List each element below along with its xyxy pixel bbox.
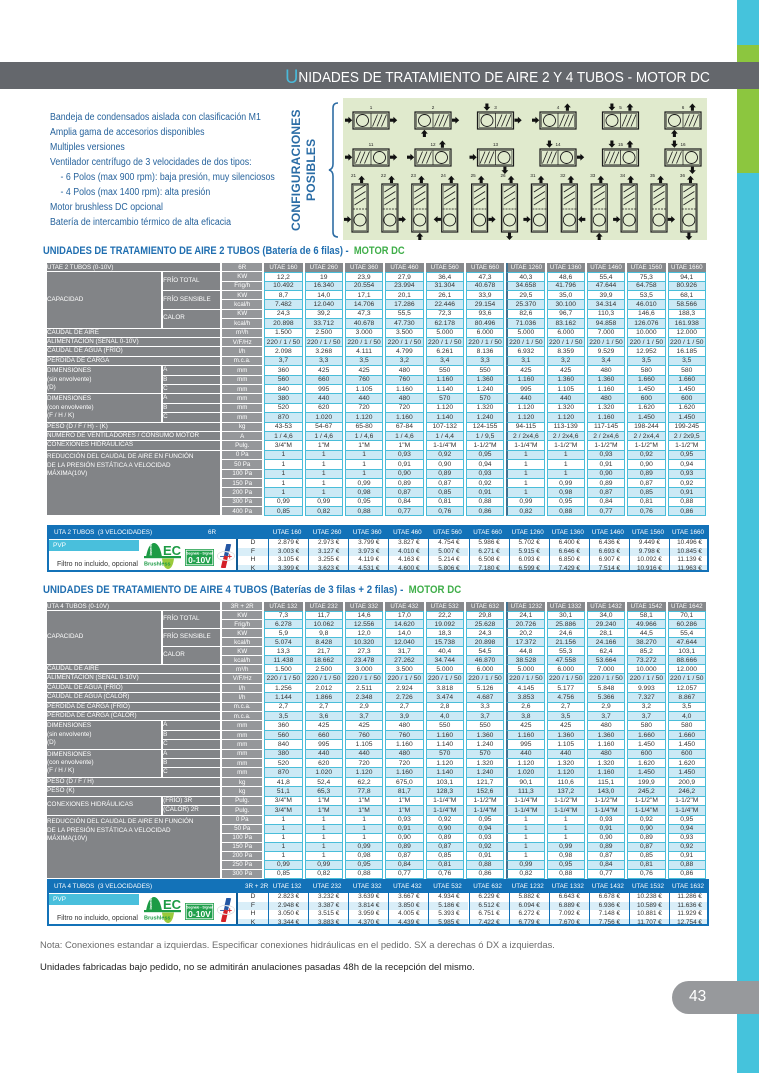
svg-text:14: 14 bbox=[555, 142, 561, 147]
svg-text:+: + bbox=[227, 906, 232, 915]
svg-text:36: 36 bbox=[680, 173, 686, 178]
svg-text:35: 35 bbox=[650, 173, 656, 178]
svg-text:2: 2 bbox=[432, 105, 435, 110]
svg-text:4: 4 bbox=[557, 105, 560, 110]
svg-text:Segnale - Signal: Segnale - Signal bbox=[186, 551, 212, 555]
svg-text:33: 33 bbox=[590, 173, 596, 178]
svg-text:Brushless: Brushless bbox=[144, 562, 171, 568]
svg-text:21: 21 bbox=[351, 173, 357, 178]
svg-text:0-10V: 0-10V bbox=[188, 555, 211, 565]
svg-text:inverter: inverter bbox=[148, 895, 153, 910]
svg-text:1: 1 bbox=[370, 105, 373, 110]
svg-text:Brushless: Brushless bbox=[144, 916, 171, 922]
svg-text:−: − bbox=[220, 552, 225, 561]
svg-text:31: 31 bbox=[530, 173, 536, 178]
svg-text:11: 11 bbox=[369, 142, 374, 147]
svg-text:32: 32 bbox=[560, 173, 566, 178]
svg-text:22: 22 bbox=[381, 173, 387, 178]
svg-text:0-10V: 0-10V bbox=[188, 909, 211, 919]
svg-text:inverter: inverter bbox=[148, 541, 153, 556]
svg-text:+: + bbox=[227, 552, 232, 561]
svg-text:23: 23 bbox=[411, 173, 417, 178]
svg-text:12: 12 bbox=[430, 142, 436, 147]
svg-text:26: 26 bbox=[501, 173, 507, 178]
svg-text:34: 34 bbox=[620, 173, 626, 178]
svg-text:16: 16 bbox=[680, 142, 686, 147]
svg-text:25: 25 bbox=[471, 173, 477, 178]
svg-text:EC: EC bbox=[163, 897, 182, 912]
svg-text:6: 6 bbox=[682, 105, 685, 110]
svg-text:3: 3 bbox=[494, 105, 497, 110]
svg-text:−: − bbox=[220, 906, 225, 915]
svg-text:EC: EC bbox=[163, 543, 182, 558]
svg-text:24: 24 bbox=[441, 173, 447, 178]
svg-text:Segnale - Signal: Segnale - Signal bbox=[186, 905, 212, 909]
svg-text:13: 13 bbox=[493, 142, 499, 147]
svg-text:15: 15 bbox=[618, 142, 624, 147]
svg-text:5: 5 bbox=[619, 105, 622, 110]
